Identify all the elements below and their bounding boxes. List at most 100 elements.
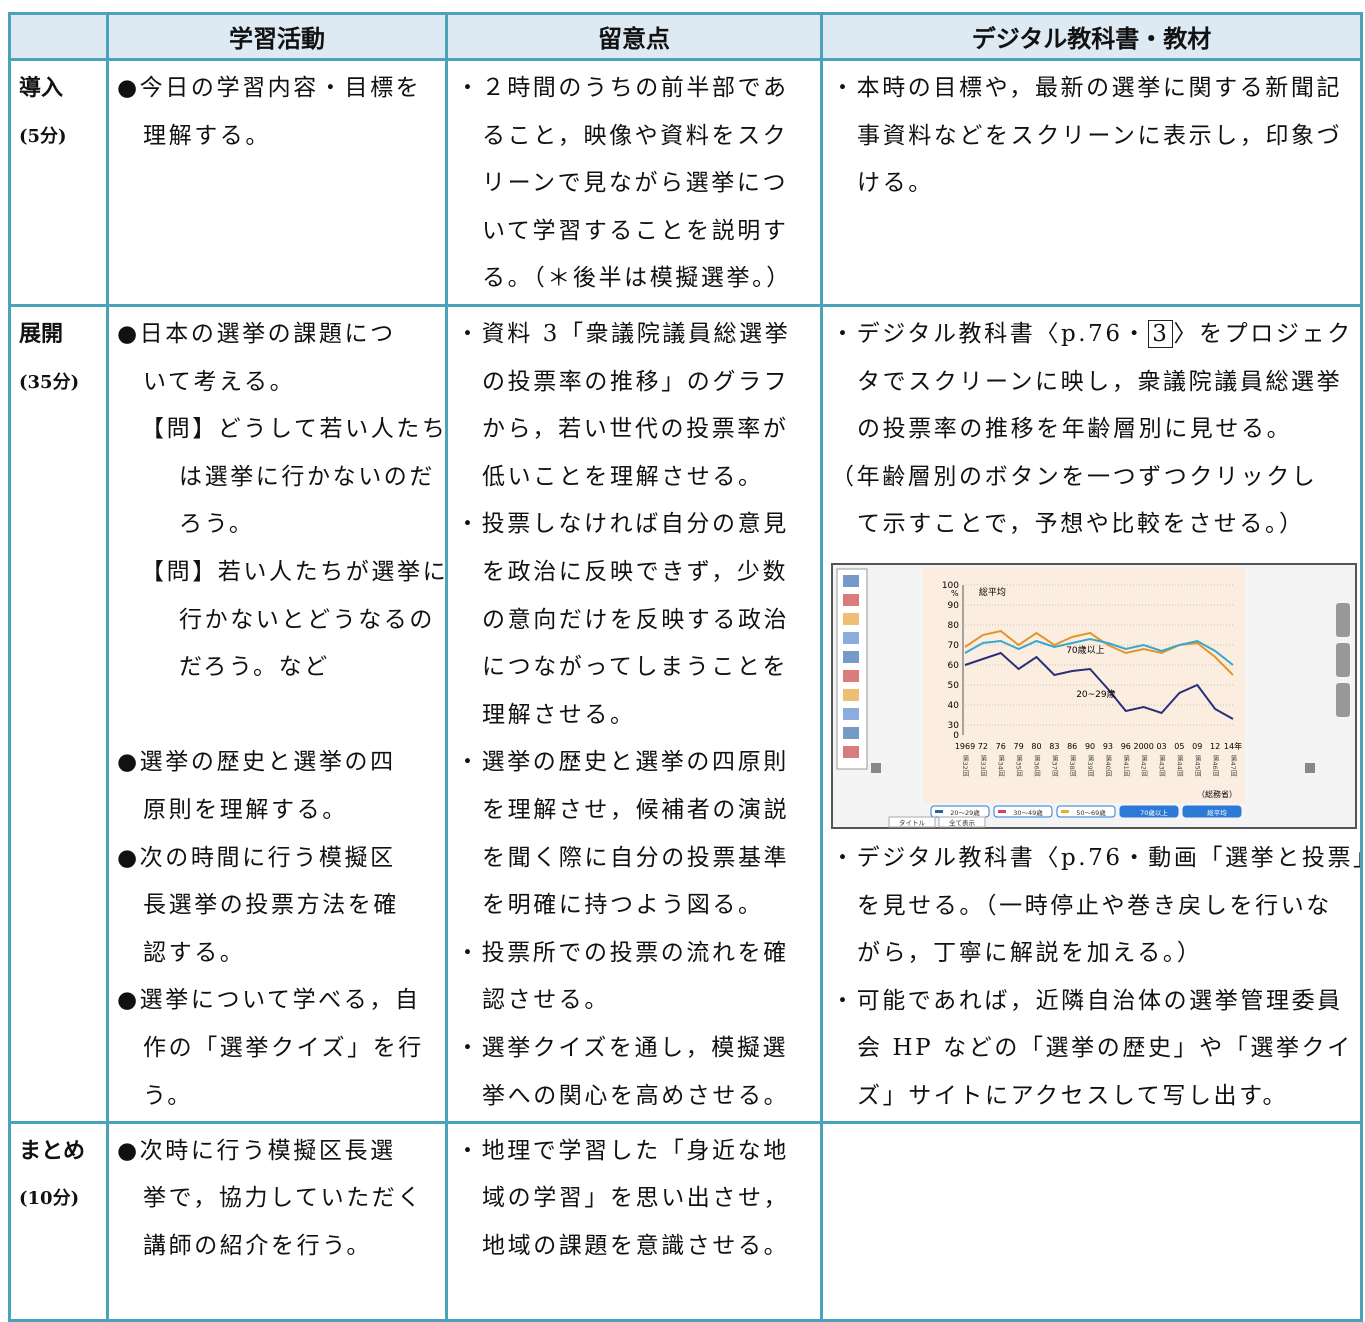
item: ・デジタル教科書〈p.76・3〉をプロジェクタでスクリーンに映し，衆議院議員総選… bbox=[831, 311, 1360, 454]
x-tick-label: 03 bbox=[1156, 742, 1166, 751]
text-line: 域の学習」を思い出させ， bbox=[456, 1175, 820, 1223]
text-line: （年齢層別のボタンを一つずつクリックし bbox=[831, 454, 1360, 502]
source: （総務省） bbox=[1197, 789, 1237, 799]
text-line: の投票率の推移」のグラフ bbox=[456, 359, 820, 407]
text-line: を明確に持つよう図る。 bbox=[456, 882, 820, 930]
text-line: は選挙に行かないのだ bbox=[141, 454, 445, 502]
boxed-number: 3 bbox=[1148, 320, 1173, 348]
legend-swatch bbox=[935, 810, 943, 813]
phase-time: (35分) bbox=[19, 359, 106, 407]
text-line: 作の「選挙クイズ」を行 bbox=[117, 1025, 445, 1073]
text-line: 【問】若い人たちが選挙に bbox=[141, 549, 445, 597]
text-line: の投票率の推移を年齢層別に見せる。 bbox=[831, 406, 1360, 454]
session-label: 第33回 bbox=[979, 754, 987, 778]
tool-button-label: 全て表示 bbox=[949, 818, 976, 827]
text-line: ●日本の選挙の課題につ bbox=[117, 311, 445, 359]
content-cell: ●日本の選挙の課題について考える。【問】どうして若い人たちは選挙に行かないのだろ… bbox=[108, 306, 447, 1123]
session-label: 第38回 bbox=[1068, 754, 1076, 778]
x-tick-label: 09 bbox=[1192, 742, 1202, 751]
table-row: まとめ(10分)●次時に行う模擬区長選挙で，協力していただく講師の紹介を行う。・… bbox=[10, 1122, 1362, 1320]
legend-swatch bbox=[998, 810, 1006, 813]
column-header: 学習活動 bbox=[108, 14, 447, 60]
close-box bbox=[871, 763, 881, 773]
text-line: ・投票しなければ自分の意見 bbox=[456, 501, 820, 549]
legend-button-label[interactable]: 30〜49歳 bbox=[1013, 808, 1043, 817]
content-cell: ・２時間のうちの前半部であること，映像や資料をスクリーンで見ながら選挙について学… bbox=[447, 60, 822, 306]
text-line: 講師の紹介を行う。 bbox=[117, 1223, 445, 1271]
text-line: ・本時の目標や，最新の選挙に関する新聞記 bbox=[831, 65, 1360, 113]
textbook-screenshot: 30405060708090100%01969第32回72第33回76第34回7… bbox=[831, 563, 1357, 829]
content-cell: ・デジタル教科書〈p.76・3〉をプロジェクタでスクリーンに映し，衆議院議員総選… bbox=[822, 306, 1362, 1123]
text-line: 事資料などをスクリーンに表示し，印象づ bbox=[831, 113, 1360, 161]
text-line: て示すことで，予想や比較をさせる。） bbox=[831, 501, 1360, 549]
column-header: デジタル教科書・教材 bbox=[822, 14, 1362, 60]
text-line: から，若い世代の投票率が bbox=[456, 406, 820, 454]
x-tick-label: 83 bbox=[1049, 742, 1059, 751]
item: ・２時間のうちの前半部であること，映像や資料をスクリーンで見ながら選挙について学… bbox=[456, 65, 820, 303]
text-line: ●今日の学習内容・目標を bbox=[117, 65, 445, 113]
text-line: ●次時に行う模擬区長選 bbox=[117, 1128, 445, 1176]
text-line: ・選挙の歴史と選挙の四原則 bbox=[456, 739, 820, 787]
tool-icon bbox=[843, 727, 859, 739]
origin-label: 0 bbox=[953, 731, 959, 741]
text-line: を理解させ，候補者の演説 bbox=[456, 787, 820, 835]
item: ●次の時間に行う模擬区長選挙の投票方法を確認する。 bbox=[117, 835, 445, 978]
content-cell: ●今日の学習内容・目標を理解する。 bbox=[108, 60, 447, 306]
session-label: 第32回 bbox=[961, 754, 969, 778]
item: ・本時の目標や，最新の選挙に関する新聞記事資料などをスクリーンに表示し，印象づけ… bbox=[831, 65, 1360, 208]
text-line: ・資料 3「衆議院議員総選挙 bbox=[456, 311, 820, 359]
text-line: う。 bbox=[117, 1073, 445, 1121]
session-label: 第44回 bbox=[1175, 754, 1183, 778]
text-line: 【問】どうして若い人たち bbox=[141, 406, 445, 454]
text: ・デジタル教科書〈p.76・ bbox=[831, 321, 1148, 347]
legend-swatch bbox=[1187, 810, 1195, 813]
tool-icon bbox=[843, 689, 859, 701]
header-row: 学習活動留意点デジタル教科書・教材 bbox=[10, 14, 1362, 60]
text-line: を見せる。（一時停止や巻き戻しを行いな bbox=[831, 883, 1360, 931]
session-label: 第47回 bbox=[1229, 754, 1237, 778]
phase-time: (10分) bbox=[19, 1175, 106, 1223]
text-line: 低いことを理解させる。 bbox=[456, 454, 820, 502]
item: ●選挙の歴史と選挙の四原則を理解する。 bbox=[117, 739, 445, 834]
side-tab bbox=[1336, 643, 1350, 677]
legend-button-label[interactable]: 70歳以上 bbox=[1140, 808, 1168, 817]
text-line: 理解させる。 bbox=[456, 692, 820, 740]
text-line: 原則を理解する。 bbox=[117, 787, 445, 835]
tool-icon bbox=[843, 746, 859, 758]
text-line: ・デジタル教科書〈p.76・動画「選挙と投票」〉 bbox=[831, 835, 1360, 883]
page: 学習活動留意点デジタル教科書・教材 導入(5分)●今日の学習内容・目標を理解する… bbox=[0, 0, 1365, 1316]
x-tick-label: 90 bbox=[1085, 742, 1095, 751]
legend-swatch bbox=[1124, 810, 1132, 813]
text-line: ・２時間のうちの前半部であ bbox=[456, 65, 820, 113]
line-label: 総平均 bbox=[979, 586, 1006, 598]
session-label: 第37回 bbox=[1050, 754, 1058, 778]
close-box bbox=[1305, 763, 1315, 773]
phase-time: (5分) bbox=[19, 113, 106, 161]
session-label: 第45回 bbox=[1193, 754, 1201, 778]
legend-button-label[interactable]: 50〜69歳 bbox=[1076, 808, 1106, 817]
text-line: 認する。 bbox=[117, 930, 445, 978]
text-line: る。（＊後半は模擬選挙。） bbox=[456, 255, 820, 303]
item: ・地理で学習した「身近な地域の学習」を思い出させ，地域の課題を意識させる。 bbox=[456, 1128, 820, 1271]
phase: 展開 bbox=[19, 311, 106, 359]
session-label: 第35回 bbox=[1015, 754, 1023, 778]
tool-icon bbox=[843, 651, 859, 663]
lesson-table: 学習活動留意点デジタル教科書・教材 導入(5分)●今日の学習内容・目標を理解する… bbox=[8, 12, 1363, 1322]
x-tick-label: 72 bbox=[978, 742, 988, 751]
legend-button-label[interactable]: 20〜29歳 bbox=[950, 808, 980, 817]
text-line: がら，丁寧に解説を加える。） bbox=[831, 930, 1360, 978]
item: ・デジタル教科書〈p.76・動画「選挙と投票」〉を見せる。（一時停止や巻き戻しを… bbox=[831, 835, 1360, 978]
content-cell: ・本時の目標や，最新の選挙に関する新聞記事資料などをスクリーンに表示し，印象づけ… bbox=[822, 60, 1362, 306]
text-line: ろう。 bbox=[141, 501, 445, 549]
text-line: リーンで見ながら選挙につ bbox=[456, 160, 820, 208]
legend-button-label[interactable]: 総平均 bbox=[1207, 808, 1227, 817]
tool-icon bbox=[843, 594, 859, 606]
text-line: を聞く際に自分の投票基準 bbox=[456, 835, 820, 883]
text-line: 認させる。 bbox=[456, 977, 820, 1025]
text-line: ・選挙クイズを通し，模擬選 bbox=[456, 1025, 820, 1073]
side-tab bbox=[1336, 603, 1350, 637]
text-line: ズ」サイトにアクセスして写し出す。 bbox=[831, 1073, 1360, 1121]
y-tick-label: 50 bbox=[948, 681, 960, 691]
text-line: 長選挙の投票方法を確 bbox=[117, 882, 445, 930]
x-tick-label: 1969 bbox=[955, 742, 975, 751]
